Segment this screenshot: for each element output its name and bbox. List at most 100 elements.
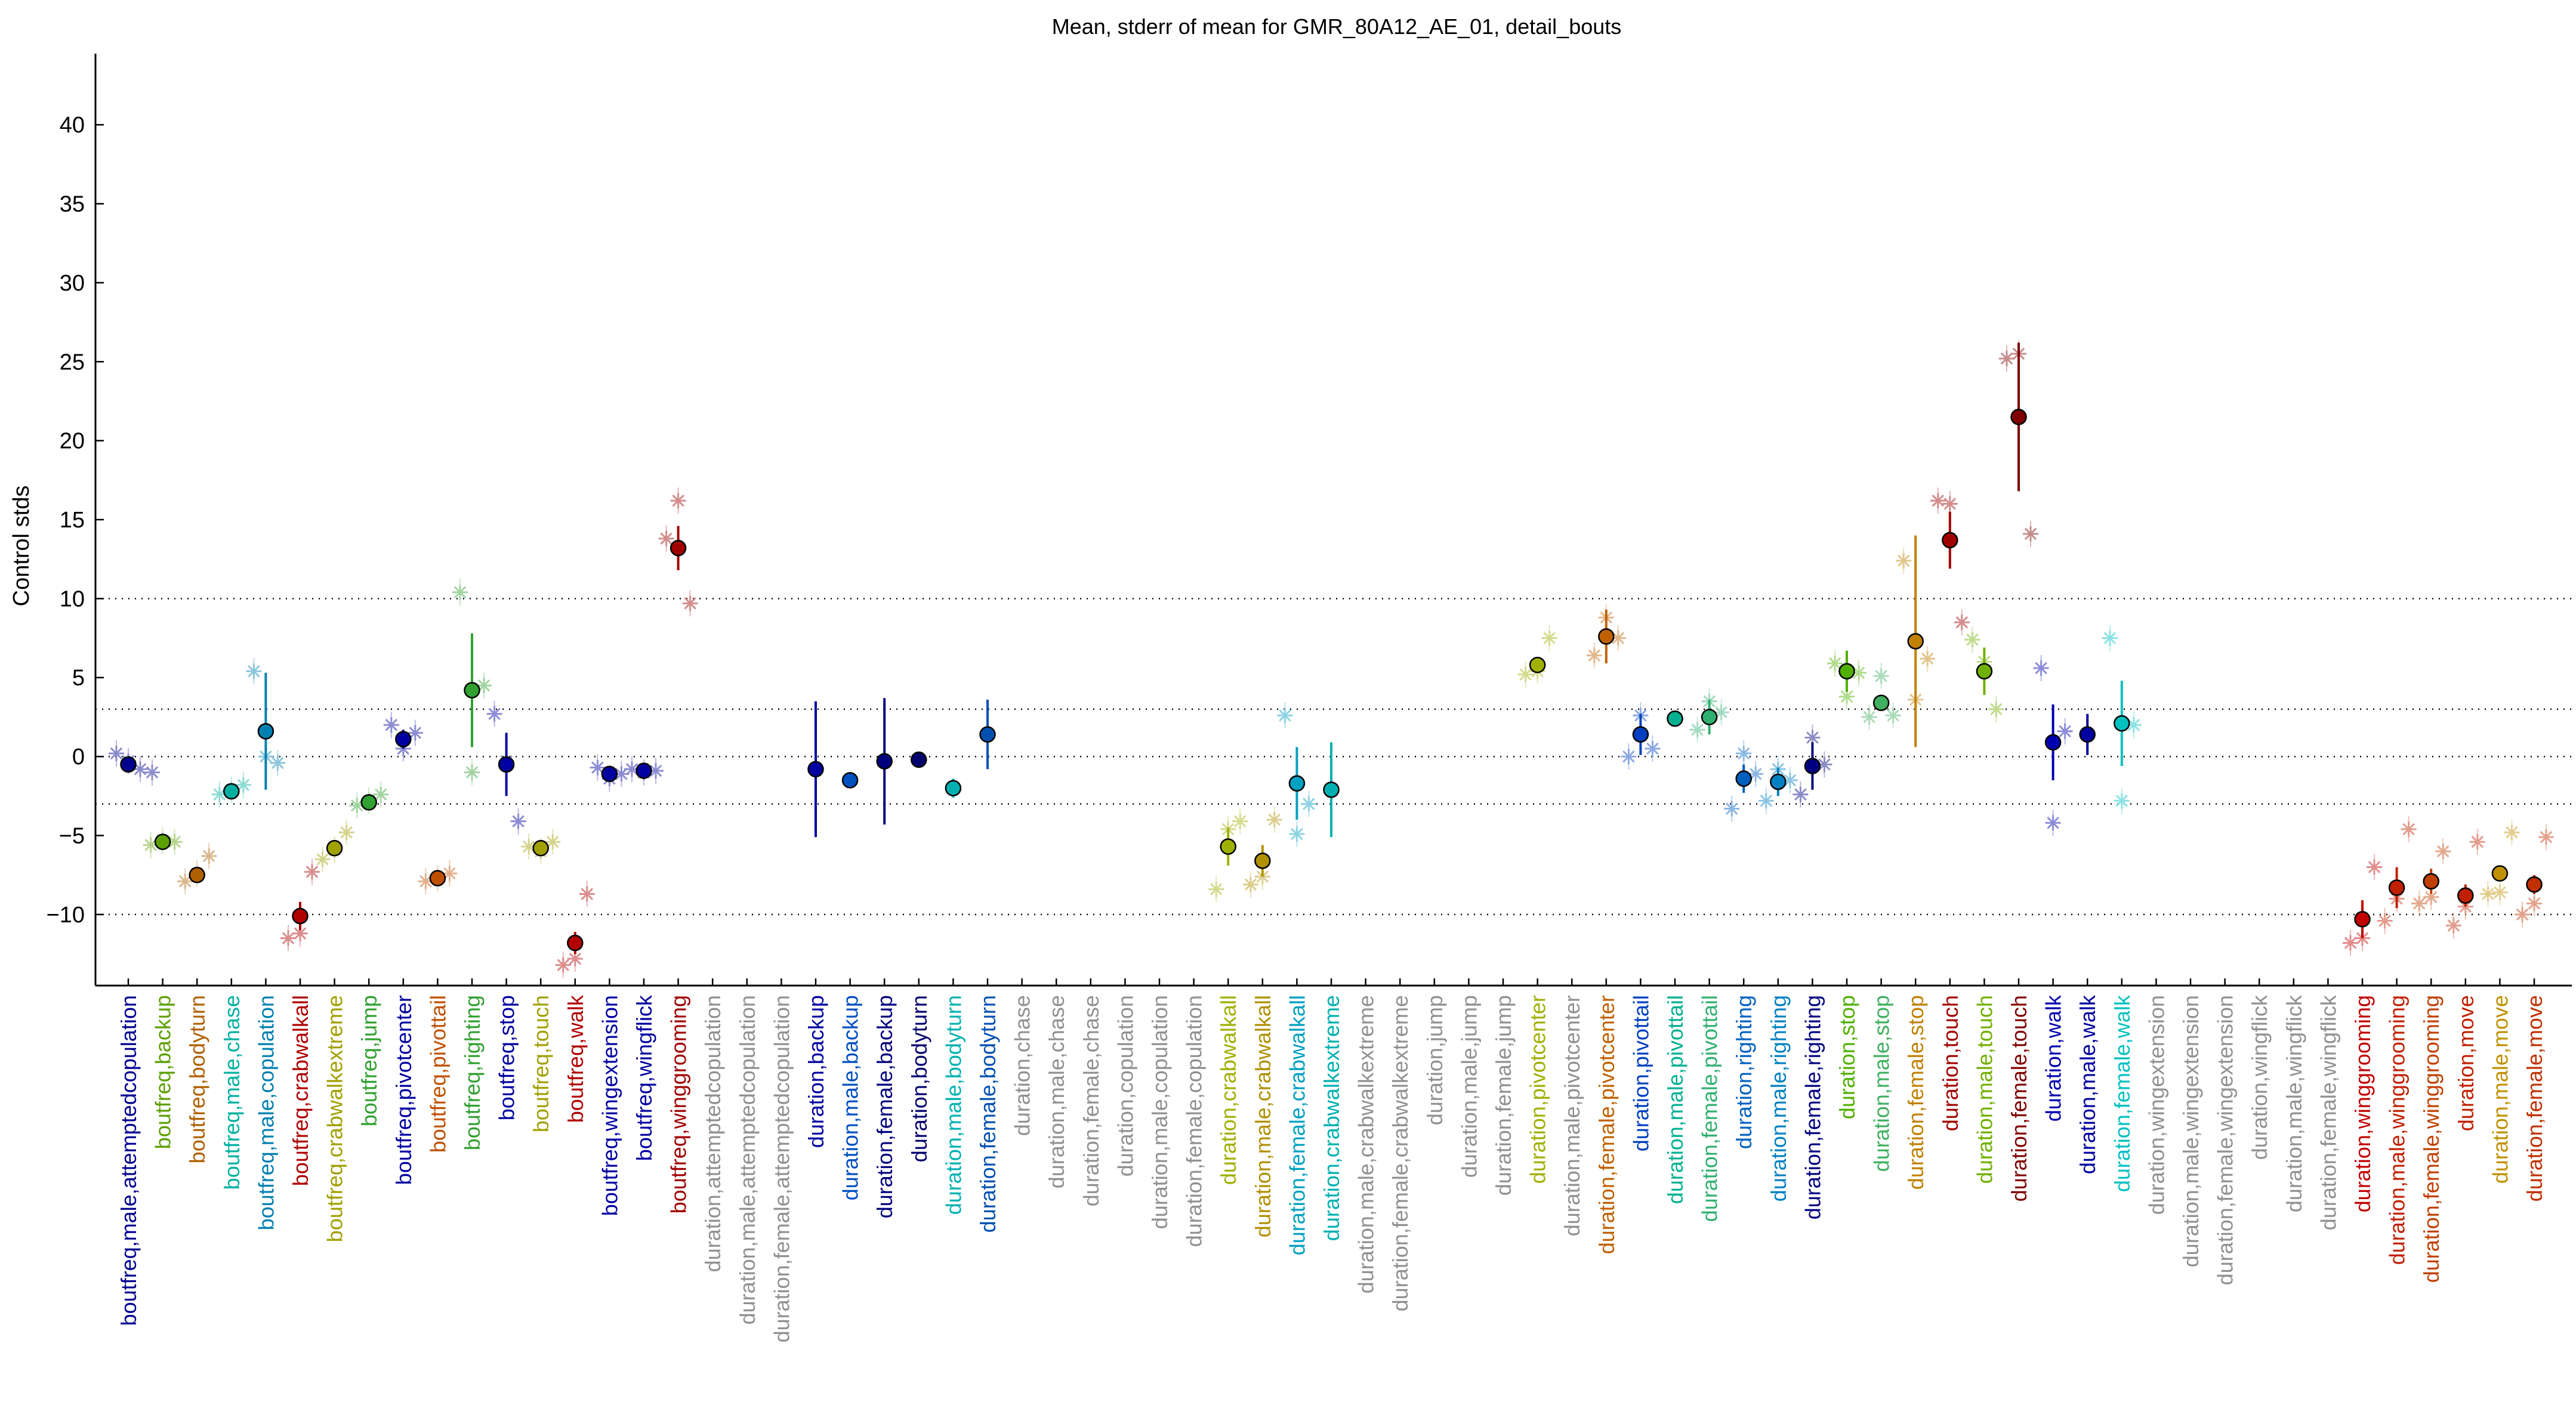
x-tick-label: duration,female,walk: [2110, 995, 2134, 1192]
x-tick-label: duration,female,winggrooming: [2419, 995, 2444, 1283]
y-tick-label: 0: [72, 745, 85, 770]
mean-marker: [1907, 633, 1924, 650]
mean-marker: [1632, 726, 1649, 743]
x-tick-label: boutfreq,wingflick: [632, 995, 656, 1161]
mean-marker: [2079, 726, 2096, 743]
mean-marker: [601, 765, 618, 782]
mean-marker: [1667, 710, 1683, 727]
mean-marker: [1872, 694, 1890, 711]
y-tick-label: 25: [60, 350, 85, 375]
mean-marker: [2354, 911, 2371, 928]
x-tick-label: duration,male,righting: [1766, 995, 1791, 1202]
mean-marker: [1804, 758, 1821, 774]
x-tick-label: boutfreq,jump: [357, 995, 381, 1126]
mean-marker: [567, 934, 584, 952]
x-tick-label: boutfreq,pivotcenter: [391, 995, 416, 1185]
mean-marker: [1701, 709, 1718, 725]
x-tick-label: duration,male,wingextension: [2179, 995, 2203, 1267]
x-tick-label: duration,male,walk: [2075, 995, 2100, 1174]
x-tick-label: duration,righting: [1732, 995, 1756, 1149]
x-tick-label: duration,female,pivottail: [1698, 995, 1722, 1222]
x-tick-label: duration,crabwalkall: [1216, 995, 1241, 1185]
x-tick-label: duration,male,jump: [1457, 995, 1481, 1178]
x-tick-label: duration,male,winggrooming: [2385, 995, 2410, 1265]
mean-marker: [2423, 873, 2439, 890]
mean-marker: [2388, 879, 2405, 896]
mean-marker: [876, 753, 893, 770]
y-tick-label: 40: [60, 113, 85, 138]
x-tick-label: boutfreq,male,attemptedcopulation: [116, 995, 141, 1326]
mean-marker: [1254, 853, 1271, 869]
x-tick-label: duration,female,backup: [872, 995, 897, 1218]
y-tick-label: 15: [60, 508, 85, 533]
x-tick-label: boutfreq,wingextension: [597, 995, 622, 1216]
mean-marker: [2044, 734, 2062, 751]
x-tick-label: duration,female,crabwalkextreme: [1388, 995, 1412, 1311]
x-tick-label: duration,male,move: [2488, 995, 2512, 1184]
mean-marker: [120, 756, 137, 773]
x-tick-label: duration,backup: [804, 995, 828, 1148]
x-tick-label: duration,winggrooming: [2350, 995, 2375, 1212]
x-axis-labels: boutfreq,male,attemptedcopulation boutfre…: [116, 995, 2547, 1342]
x-tick-label: duration,female,pivotcenter: [1594, 995, 1619, 1254]
x-tick-label: duration,male,crabwalkall: [1251, 995, 1275, 1237]
mean-marker: [2010, 409, 2027, 425]
x-tick-label: duration,male,crabwalkextreme: [1354, 995, 1378, 1293]
x-tick-label: duration,bodyturn: [907, 995, 931, 1162]
mean-marker: [1288, 775, 1306, 792]
y-tick-label: 20: [60, 429, 85, 454]
y-tick-label: 35: [60, 192, 85, 217]
mean-marker: [1220, 838, 1236, 855]
mean-marker: [2114, 715, 2130, 732]
mean-marker: [360, 794, 377, 811]
x-tick-label: duration,male,stop: [1869, 995, 1894, 1172]
y-axis-ticks: −10 −5 0 5 10 15 20 25 30 35 40: [47, 113, 104, 928]
y-tick-label: −10: [47, 903, 85, 928]
x-tick-label: boutfreq,touch: [529, 995, 553, 1132]
mean-marker: [1942, 532, 1958, 549]
x-axis-ticks: [127, 978, 2535, 986]
x-tick-label: duration,move: [2454, 995, 2478, 1131]
x-tick-label: duration,female,bodyturn: [976, 995, 1000, 1233]
x-tick-label: boutfreq,crabwalkall: [288, 995, 313, 1186]
mean-marker: [154, 833, 171, 850]
mean-marker: [1323, 781, 1340, 798]
reference-lines: [95, 598, 2572, 916]
mean-marker: [1976, 663, 1993, 680]
x-tick-label: duration,female,stop: [1904, 995, 1928, 1190]
mean-marker: [429, 870, 446, 887]
y-axis-label: Control stds: [9, 486, 34, 607]
x-tick-label: duration,wingflick: [2247, 995, 2272, 1160]
x-tick-label: duration,jump: [1423, 995, 1447, 1125]
x-tick-label: duration,walk: [2041, 995, 2066, 1122]
mean-marker: [223, 783, 240, 800]
x-tick-label: duration,male,touch: [1972, 995, 1997, 1184]
y-tick-label: 5: [72, 666, 85, 691]
x-tick-label: duration,male,chase: [1044, 995, 1069, 1188]
mean-marker: [189, 866, 205, 884]
x-tick-label: duration,male,attemptedcopulation: [735, 995, 760, 1324]
x-tick-label: duration,female,touch: [2007, 995, 2031, 1202]
mean-marker: [2491, 865, 2509, 882]
y-tick-label: −5: [59, 823, 85, 848]
mean-marker: [945, 780, 962, 796]
mean-marker: [1770, 773, 1787, 790]
x-tick-label: boutfreq,stop: [495, 995, 519, 1120]
x-tick-label: duration,touch: [1938, 995, 1963, 1131]
x-tick-label: duration,female,crabwalkall: [1285, 995, 1309, 1255]
x-tick-label: duration,female,wingflick: [2316, 995, 2340, 1230]
x-tick-label: duration,copulation: [1113, 995, 1137, 1176]
x-tick-label: boutfreq,male,chase: [220, 995, 244, 1190]
chart-title: Mean, stderr of mean for GMR_80A12_AE_01…: [1052, 14, 1622, 39]
x-tick-label: duration,male,pivottail: [1663, 995, 1687, 1204]
mean-marker: [841, 772, 859, 789]
x-tick-label: duration,pivottail: [1628, 995, 1653, 1151]
x-tick-label: duration,attemptedcopulation: [701, 995, 725, 1272]
mean-markers: [120, 409, 2543, 952]
x-tick-label: duration,female,wingextension: [2213, 995, 2238, 1285]
mean-marker: [464, 682, 480, 699]
x-tick-label: duration,female,move: [2522, 995, 2547, 1202]
x-tick-label: boutfreq,backup: [151, 995, 175, 1149]
x-tick-label: duration,crabwalkextreme: [1319, 995, 1344, 1241]
